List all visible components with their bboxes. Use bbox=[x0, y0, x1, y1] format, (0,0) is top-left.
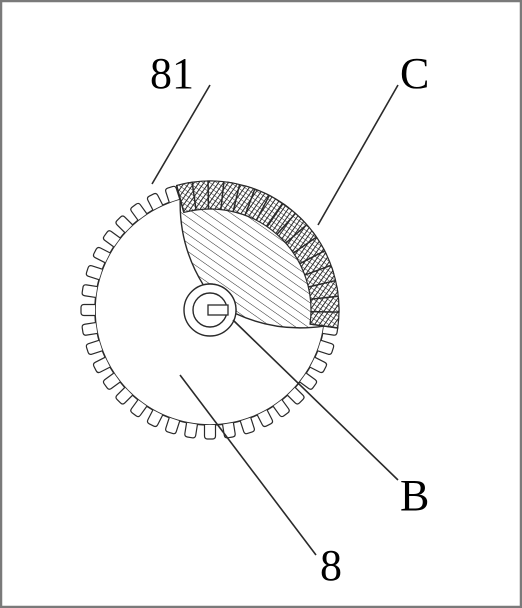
label-81: 81 bbox=[150, 49, 194, 98]
leader-C bbox=[318, 85, 398, 225]
gear bbox=[81, 181, 339, 439]
gear-tooth bbox=[184, 423, 197, 439]
label-C: C bbox=[400, 49, 429, 98]
leader-81 bbox=[152, 85, 210, 184]
hub-key bbox=[208, 305, 228, 315]
gear-tooth bbox=[205, 425, 216, 439]
gear-tooth bbox=[81, 305, 95, 316]
gear-tooth bbox=[82, 284, 98, 297]
gear-tooth bbox=[82, 323, 98, 336]
label-8: 8 bbox=[320, 541, 342, 590]
gear-tooth bbox=[223, 423, 236, 439]
label-B: B bbox=[400, 471, 429, 520]
